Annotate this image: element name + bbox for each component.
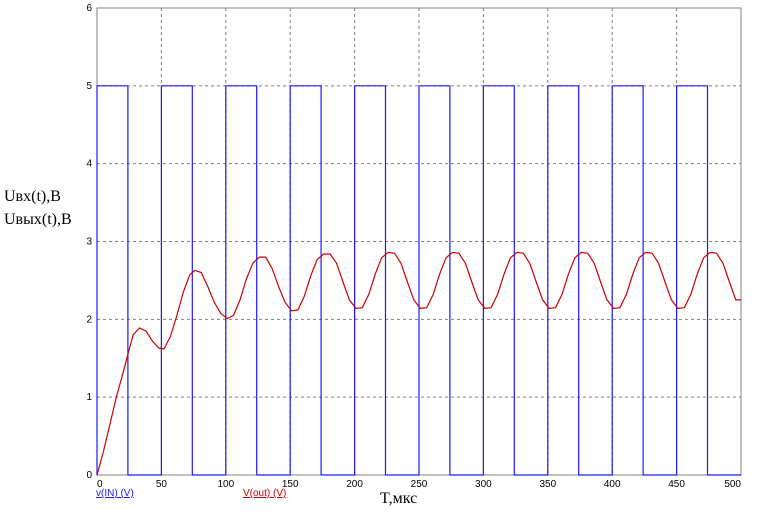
y-tick-label: 0 [86, 470, 92, 481]
x-tick-label: 250 [411, 479, 428, 490]
series-input-square-wave [96, 85, 741, 476]
x-tick-label: 0 [97, 479, 103, 490]
y-tick-label: 5 [86, 81, 92, 92]
y-tick-label: 2 [86, 314, 92, 325]
x-tick-label: 400 [604, 479, 621, 490]
x-tick-label: 500 [724, 479, 741, 490]
x-tick-label: 450 [668, 479, 685, 490]
y-tick-labels: 0 1 2 3 4 5 6 [86, 3, 92, 481]
x-tick-label: 100 [217, 479, 234, 490]
x-tick-labels: 0 50 100 150 200 250 300 350 400 450 500 [97, 479, 741, 490]
legend-input-signal: v(IN) (V) [96, 488, 134, 499]
y-tick-label: 6 [86, 3, 92, 14]
y-tick-label: 3 [86, 237, 92, 248]
series-output-response [96, 251, 741, 476]
x-tick-label: 350 [539, 479, 556, 490]
legend-output-signal: V(out) (V) [243, 488, 287, 499]
y-axis-label-output: Uвых(t),В [4, 211, 72, 228]
x-tick-label: 300 [475, 479, 492, 490]
x-tick-label: 150 [282, 479, 299, 490]
x-axis-label: T,мкс [380, 490, 418, 507]
y-tick-label: 1 [86, 392, 92, 403]
y-axis-label-input: Uвх(t),В [4, 188, 61, 205]
y-tick-label: 4 [86, 159, 92, 170]
series-lines [96, 85, 741, 476]
x-tick-label: 50 [156, 479, 168, 490]
x-tick-label: 200 [346, 479, 363, 490]
